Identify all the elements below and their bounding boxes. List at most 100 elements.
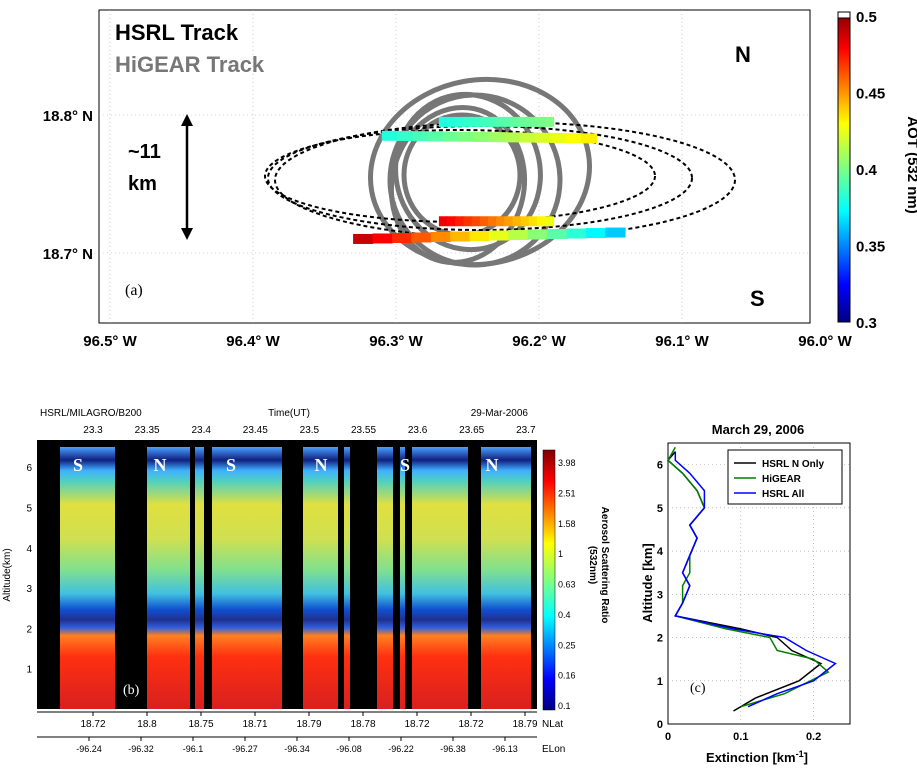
aot-sample [585, 228, 607, 239]
aot-sample [455, 216, 465, 227]
profile-y-tick: 1 [657, 676, 663, 688]
map-x-tick-label: 96.4° W [226, 333, 280, 350]
segment-label: N [154, 455, 167, 475]
aot-sample [520, 216, 530, 227]
aot-sample [438, 216, 448, 227]
lat-tick-label: 18.8 [137, 719, 157, 730]
aot-sample [520, 116, 530, 127]
aot-sample [442, 131, 460, 142]
scattering-colorbar-tick: 0.1 [558, 701, 571, 711]
segment-label: S [400, 455, 410, 475]
aot-sample [496, 116, 506, 127]
curtain-y-tick: 4 [26, 544, 32, 555]
aot-sample [458, 131, 475, 142]
curtain-y-tick: 1 [26, 665, 32, 676]
aot-sample [605, 227, 626, 238]
curtain-block [147, 447, 190, 709]
profile-title: March 29, 2006 [712, 422, 805, 437]
segment-label: N [315, 455, 328, 475]
aot-sample [412, 131, 429, 142]
profile-xlabel: Extinction [km-1] [706, 749, 808, 765]
time-tick-label: 23.3 [83, 425, 103, 436]
profile-lines [666, 446, 837, 712]
aot-sample [565, 133, 582, 144]
distance-arrow [181, 114, 193, 240]
aot-segments [353, 116, 626, 244]
time-tick-label: 23.55 [351, 425, 376, 436]
time-tick-label: 23.7 [516, 425, 536, 436]
lat-tick-label: 18.79 [296, 719, 321, 730]
aot-sample [471, 216, 481, 227]
aot-sample [512, 216, 522, 227]
aot-sample [496, 216, 506, 227]
aot-colorbar-tick: 0.5 [856, 9, 877, 26]
lat-tick-label: 18.72 [80, 719, 105, 730]
aot-sample [450, 231, 471, 242]
higear-loop [367, 76, 593, 268]
profile-y-tick: 0 [657, 719, 663, 731]
scattering-colorbar-tick: 0.16 [558, 671, 576, 681]
aot-sample [473, 131, 490, 142]
lat-ticks: 18.72 18.8 18.75 18.71 18.79 18.78 18.72 18.72 1… [80, 712, 538, 730]
aot-sample [527, 229, 548, 240]
segment-label: S [226, 455, 236, 475]
aot-colorbar-tick: 0.35 [856, 239, 885, 256]
panel-label-c: (c) [690, 681, 706, 696]
map-x-tick-label: 96.0° W [798, 333, 852, 350]
aot-sample [487, 116, 497, 127]
aot-sample [430, 231, 451, 242]
profile-ticks: 0 0.1 0.2 0 1 2 3 4 5 6 [657, 460, 821, 743]
lat-tick-label: 18.78 [350, 719, 375, 730]
aot-sample [504, 216, 514, 227]
aot-colorbar-ticks: 0.5 0.45 0.4 0.35 0.3 [856, 9, 885, 332]
distance-value: ~11 [128, 141, 161, 163]
curtain-block [481, 447, 531, 709]
aot-sample [469, 230, 490, 241]
curtain-block [344, 447, 350, 709]
lon-tick-label: -96.34 [284, 744, 310, 754]
scattering-colorbar-tick: 0.4 [558, 610, 571, 620]
map-frame [98, 9, 811, 324]
aot-colorbar-label: AOT (532 nm) [904, 116, 917, 214]
aot-sample [545, 116, 555, 127]
scattering-colorbar-tick: 3.98 [558, 458, 576, 468]
legend-entry: HiGEAR [762, 474, 802, 485]
lon-ticks: -96.24 -96.32 -96.1 -96.27 -96.34 -96.08 -96.2… [76, 737, 518, 754]
profile-y-tick: 6 [657, 460, 663, 472]
curtain-y-tick: 5 [26, 503, 32, 514]
aot-sample [534, 132, 552, 143]
aot-sample [438, 116, 448, 127]
aot-sample [536, 216, 546, 227]
aot-colorbar-tick: 0.3 [856, 315, 877, 332]
aot-sample [447, 116, 457, 127]
aot-sample [504, 116, 514, 127]
scattering-colorbar [542, 449, 556, 711]
aot-sample [528, 116, 538, 127]
aot-sample [397, 130, 414, 141]
aot-sample [547, 229, 568, 240]
aot-sample [353, 233, 374, 244]
scattering-colorbar-tick: 0.63 [558, 580, 576, 590]
scattering-colorbar-units: (532nm) [587, 546, 598, 584]
profile-grid [668, 443, 850, 724]
higear-loop [393, 91, 543, 253]
curtain-title-left: HSRL/MILAGRO/B200 [40, 408, 142, 419]
aot-sample [512, 116, 522, 127]
segment-label: S [73, 455, 83, 475]
aot-sample [471, 116, 481, 127]
time-tick-label: 23.65 [459, 425, 484, 436]
map-x-tick-label: 96.2° W [512, 333, 566, 350]
lat-tick-label: 18.75 [188, 719, 213, 730]
profile-x-tick: 0 [665, 731, 671, 743]
aot-sample [455, 116, 465, 127]
map-y-tick-label: 18.7° N [43, 246, 93, 263]
distance-unit: km [128, 173, 157, 195]
panel-b: HSRL/MILAGRO/B200 Time(UT) 29-Mar-2006 2… [2, 408, 610, 755]
aot-segment [381, 130, 597, 144]
scattering-curtain [60, 447, 531, 709]
profile-series-line [674, 451, 837, 708]
legend-hsrl: HSRL Track [115, 20, 239, 45]
lat-tick-label: 18.72 [458, 719, 483, 730]
profile-y-tick: 4 [657, 546, 664, 558]
lon-tick-label: -96.22 [388, 744, 414, 754]
